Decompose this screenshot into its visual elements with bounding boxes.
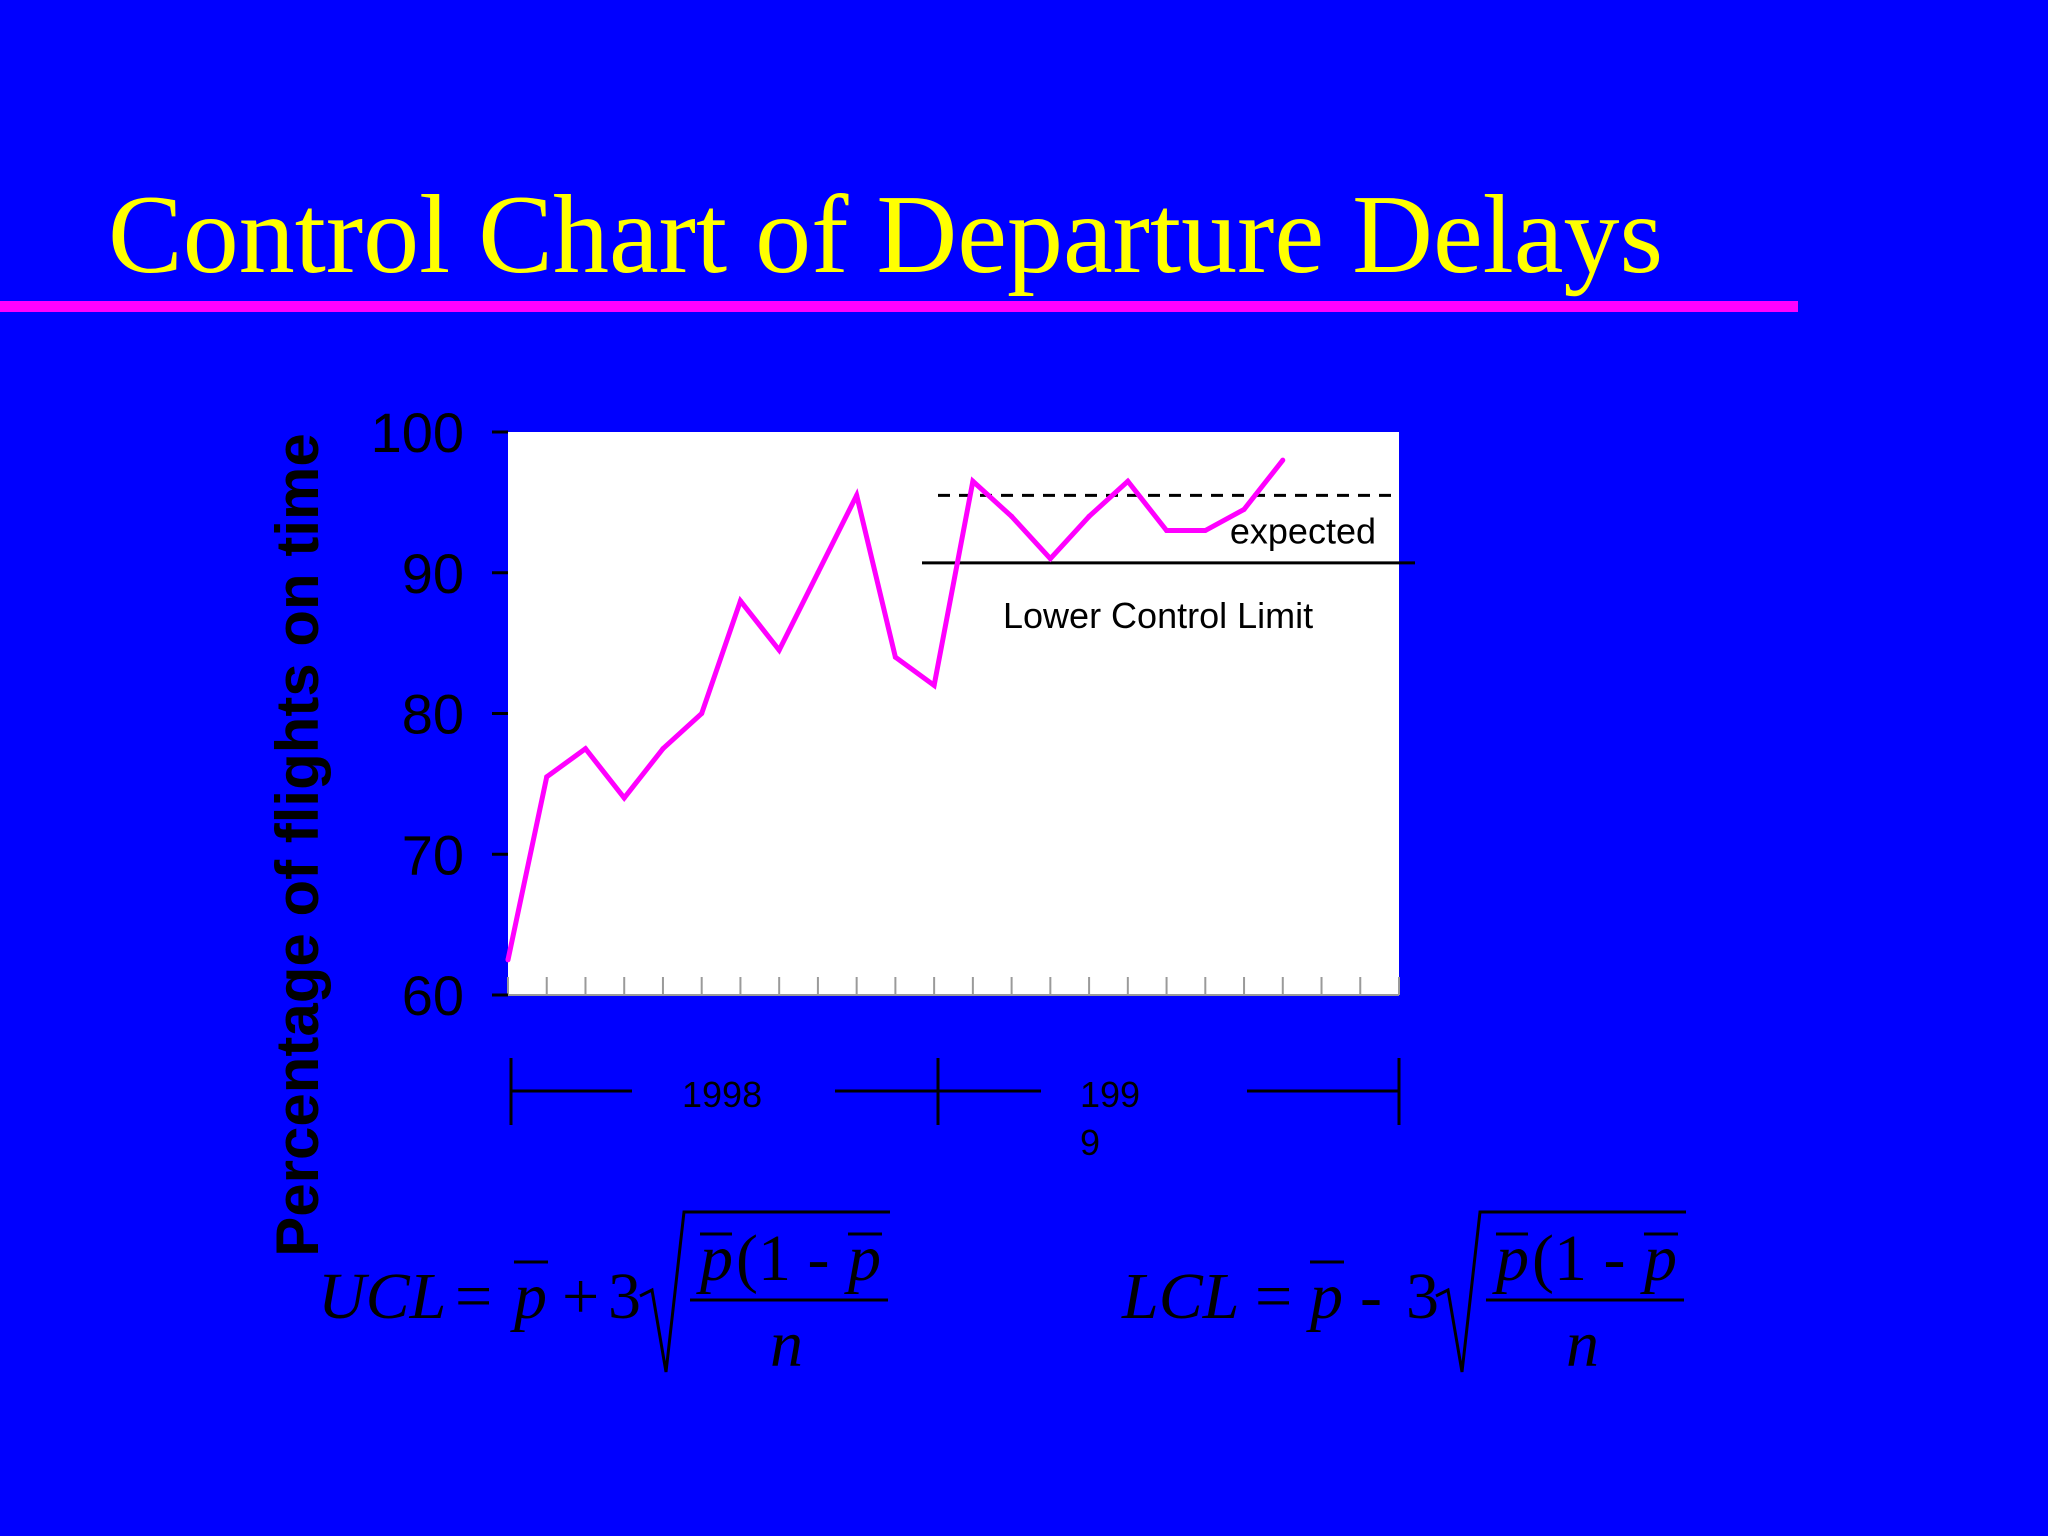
y-axis-label: Percentage of flights on time bbox=[264, 433, 331, 1256]
lcl-radical bbox=[1435, 1210, 1686, 1373]
ucl-radical bbox=[639, 1210, 890, 1373]
x-tick-marks bbox=[507, 977, 1400, 995]
expected-label: expected bbox=[1230, 510, 1376, 551]
ucl-formula: UCL = p + 3 p (1 - p n bbox=[318, 1210, 890, 1381]
data-point bbox=[699, 711, 705, 716]
data-point bbox=[776, 647, 782, 653]
ucl-coefficient: 3 bbox=[608, 1260, 641, 1333]
data-point bbox=[892, 654, 898, 660]
year-1999-label-line1: 199 bbox=[1080, 1074, 1140, 1115]
slide-title: Control Chart of Departure Delays bbox=[108, 173, 1664, 297]
y-tick-label: 70 bbox=[402, 823, 464, 886]
data-point bbox=[1280, 457, 1286, 463]
year-1998-label: 1998 bbox=[682, 1074, 762, 1115]
ucl-equals: = bbox=[455, 1260, 492, 1333]
y-tick-label: 60 bbox=[402, 964, 464, 1027]
data-point bbox=[815, 570, 821, 576]
lcl-num-p2: p bbox=[1640, 1222, 1677, 1295]
plot-area bbox=[508, 432, 1399, 995]
lcl-lhs: LCL bbox=[1121, 1260, 1239, 1333]
data-point bbox=[931, 682, 937, 688]
lcl-coefficient: 3 bbox=[1406, 1260, 1439, 1333]
data-point bbox=[660, 746, 666, 752]
data-point bbox=[621, 795, 627, 801]
lcl-equals: = bbox=[1255, 1260, 1292, 1333]
ucl-operator: + bbox=[562, 1260, 599, 1333]
ucl-num-one-minus: (1 - bbox=[736, 1222, 829, 1295]
data-point bbox=[1009, 513, 1015, 519]
data-point bbox=[1086, 513, 1092, 519]
data-point bbox=[1241, 506, 1247, 512]
title-underline bbox=[0, 301, 1798, 312]
data-point bbox=[854, 492, 860, 498]
ucl-num-p2: p bbox=[844, 1222, 881, 1295]
data-point bbox=[505, 957, 511, 963]
reference-lines: expected Lower Control Limit bbox=[922, 493, 1415, 636]
lcl-pbar: p bbox=[1306, 1260, 1343, 1333]
data-point bbox=[737, 598, 743, 604]
year-brackets: 1998 199 9 bbox=[509, 1058, 1401, 1163]
y-axis-ticks: 60 70 80 90 100 bbox=[371, 401, 508, 1027]
data-point bbox=[582, 746, 588, 752]
y-tick-label: 90 bbox=[402, 542, 464, 605]
data-point bbox=[970, 478, 976, 484]
year-1999-label-line2: 9 bbox=[1080, 1122, 1100, 1163]
lower-control-limit-label: Lower Control Limit bbox=[1003, 595, 1313, 636]
data-point bbox=[1125, 478, 1131, 484]
lcl-denominator: n bbox=[1566, 1308, 1599, 1381]
lcl-formula: LCL = p - 3 p (1 - p n bbox=[1121, 1210, 1686, 1381]
data-point bbox=[544, 774, 550, 780]
lcl-num-p: p bbox=[1492, 1222, 1529, 1295]
ucl-num-p: p bbox=[696, 1222, 733, 1295]
y-tick-label: 100 bbox=[371, 401, 464, 464]
ucl-denominator: n bbox=[770, 1308, 803, 1381]
y-tick-label: 80 bbox=[402, 683, 464, 746]
ucl-pbar: p bbox=[510, 1260, 547, 1333]
series-group bbox=[505, 457, 1286, 963]
data-point bbox=[1164, 528, 1170, 534]
lcl-operator: - bbox=[1360, 1260, 1382, 1333]
data-point bbox=[1047, 556, 1053, 562]
ucl-lhs: UCL bbox=[318, 1260, 446, 1333]
lcl-num-one-minus: (1 - bbox=[1532, 1222, 1625, 1295]
data-point bbox=[1202, 528, 1208, 534]
